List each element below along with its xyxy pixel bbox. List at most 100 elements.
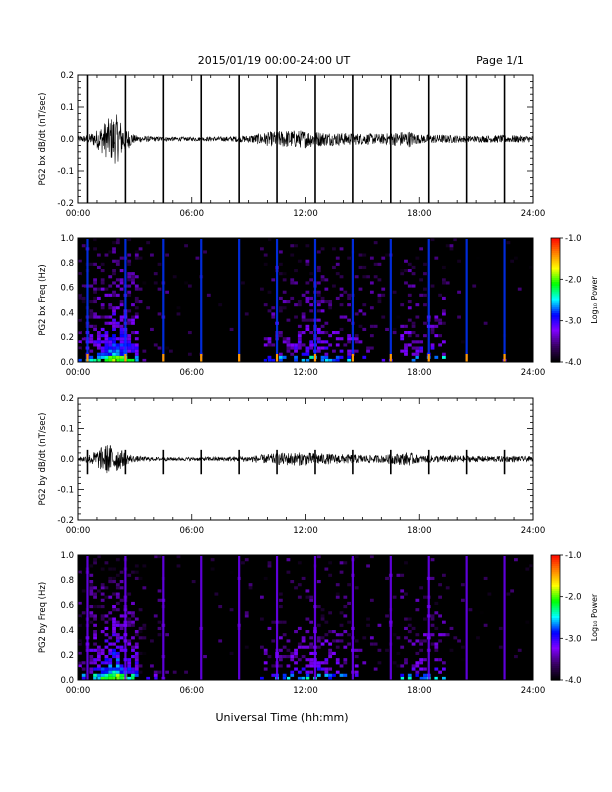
spectral-stripe [389,556,392,680]
spectrogram-cell [115,355,120,359]
spectrogram-cell [362,275,367,279]
spectrogram-cell [131,676,135,681]
spectrogram-cell [119,269,124,273]
panel-bx-timeseries: 00:00 06:00 12:00 18:00 24:00 -0.2 -0.1 0.0 0.1 0… [38,71,545,219]
spectral-stripe-base [465,354,468,362]
spectral-stripe-base [200,354,203,362]
spectrogram-cell [404,626,408,631]
spectrogram-cell [131,275,135,279]
spectrogram-cell [119,340,124,344]
spectrogram-cell [305,327,310,331]
spectrogram-cell [377,262,382,266]
spectrogram-cell [347,318,351,322]
spectrogram-cell [324,661,329,665]
spectrogram-cell [358,287,363,291]
spectrogram-cell [373,667,378,671]
spectrogram-cell [335,272,340,276]
spectrogram-cell [210,567,215,571]
spectrogram-cell [93,281,97,285]
spectrogram-cell [514,558,518,562]
spectrogram-cell [316,667,321,671]
spectrogram-cell [112,327,116,331]
spectrogram-cell [89,580,94,584]
spectrogram-cell [271,315,276,319]
spectrogram-cell [309,595,314,599]
spectrogram-cell [81,300,86,304]
y-tick-label: 1.0 [60,234,74,244]
x-tick-label: 12:00 [293,686,318,696]
spectrogram-cell [112,346,116,350]
spectrogram-cell [278,592,283,596]
spectrogram-cell [457,259,461,263]
spectrogram-cell [119,623,124,627]
spectrogram-cell [104,352,109,356]
y-tick-label: 0.0 [60,135,74,145]
spectrogram-cell [305,676,310,681]
spectrogram-cell [134,630,139,634]
colorbar-segment [551,269,560,272]
spectrogram-cell [434,315,439,319]
spectrogram-cell [332,651,336,656]
spectrogram-cell [119,256,124,260]
spectrogram-cell [324,658,329,662]
spectrogram-cell [411,331,416,335]
spectrogram-cell [335,658,340,662]
spectrogram-cell [438,321,442,325]
spectrogram-cell [286,664,291,668]
spectrogram-cell [115,573,120,577]
spectrogram-cell [119,664,124,668]
spectrogram-cell [115,676,120,681]
spectrogram-cell [267,343,272,347]
spectral-stripe-base [351,354,354,362]
spectrogram-cell [127,658,132,662]
spectrogram-cell [411,626,416,631]
spectrogram-cell [142,586,147,590]
spectrogram-cell [119,636,124,640]
spectrogram-cell [347,352,351,356]
spectrogram-cell [438,583,442,587]
spectrogram-cell [343,605,348,609]
spectrogram-cell [339,327,344,331]
spectrogram-cell [100,315,105,319]
spectrogram-cell [449,247,454,251]
spectrogram-cell [305,645,310,649]
spectrogram-cell [260,287,264,291]
spectrogram-cell [89,262,94,266]
spectrogram-cell [119,626,124,631]
spectrogram-cell [278,664,283,668]
spectrogram-cell [267,290,272,294]
y-tick-label: 0.0 [60,676,74,686]
spectrogram-cell [320,331,325,335]
spectrogram-cell [100,661,105,665]
y-axis-label: PG2 bx dB/dt (nT/sec) [38,93,48,186]
x-axis-label: Universal Time (hh:mm) [216,711,349,724]
spectrogram-cell [108,661,113,665]
spectrogram-cell [89,658,94,662]
spectrogram-cell [115,645,120,649]
spectrogram-cell [309,598,314,602]
spectrogram-cell [407,334,412,338]
spectrogram-cell [294,244,298,248]
spectrogram-cell [354,334,359,338]
spectrogram-cell [343,645,348,649]
spectrogram-cell [93,617,97,621]
spectrogram-cell [282,645,287,649]
spectrogram-cell [89,312,94,316]
spectrogram-cell [146,306,151,310]
spectrogram-cell [229,327,234,331]
spectrogram-cell [100,340,105,344]
spectrogram-cell [423,673,427,677]
spectral-stripe-base [313,354,317,362]
spectrogram-cell [460,340,465,344]
spectrogram-cell [115,293,120,297]
spectrogram-cell [134,300,139,304]
spectrogram-cell [320,247,325,251]
spectrogram-cell [290,296,295,300]
spectrogram-cell [78,296,82,300]
spectrogram-cell [104,633,109,637]
spectrogram-cell [294,661,298,665]
spectrogram-cell [78,340,82,344]
spectrogram-cell [100,630,105,634]
spectrogram-cell [305,300,310,304]
colorbar-segment [551,345,560,349]
